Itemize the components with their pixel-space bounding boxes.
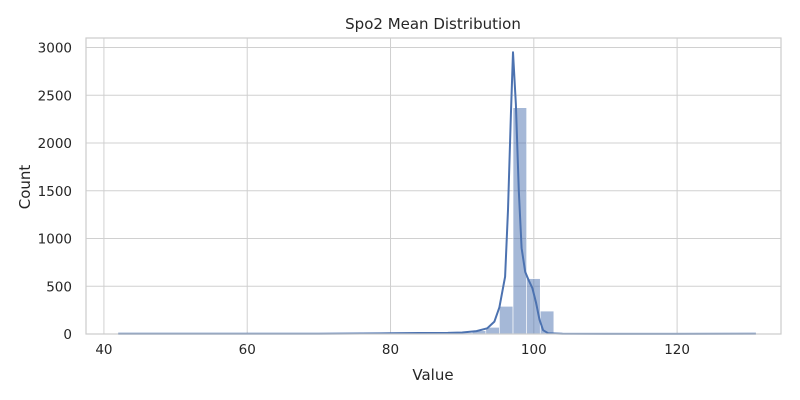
- y-tick-label: 1000: [38, 232, 72, 248]
- chart-title: Spo2 Mean Distribution: [345, 15, 521, 33]
- plot-frame: [85, 37, 782, 335]
- y-tick-label: 2500: [38, 88, 72, 104]
- y-tick-label: 2000: [38, 136, 72, 152]
- histogram-bar: [499, 306, 514, 335]
- x-tick-label: 120: [664, 342, 690, 358]
- grid-lines: [86, 38, 781, 335]
- x-tick-label: 60: [239, 342, 256, 358]
- y-axis-label: Count: [16, 165, 34, 210]
- y-tick-label: 500: [46, 279, 72, 295]
- y-tick-label: 0: [63, 327, 72, 343]
- x-tick-label: 100: [521, 342, 547, 358]
- x-axis-label: Value: [412, 366, 453, 384]
- histogram-bar: [526, 278, 541, 335]
- y-tick-label: 1500: [38, 184, 72, 200]
- y-tick-label: 3000: [38, 41, 72, 57]
- histogram-bars: [390, 107, 555, 335]
- x-tick-label: 40: [95, 342, 112, 358]
- x-tick-labels: 40 60 80 100 120: [95, 342, 690, 358]
- x-tick-label: 80: [382, 342, 399, 358]
- kde-curve: [118, 51, 756, 335]
- y-tick-labels: 0 500 1000 1500 2000 2500 3000: [38, 41, 72, 343]
